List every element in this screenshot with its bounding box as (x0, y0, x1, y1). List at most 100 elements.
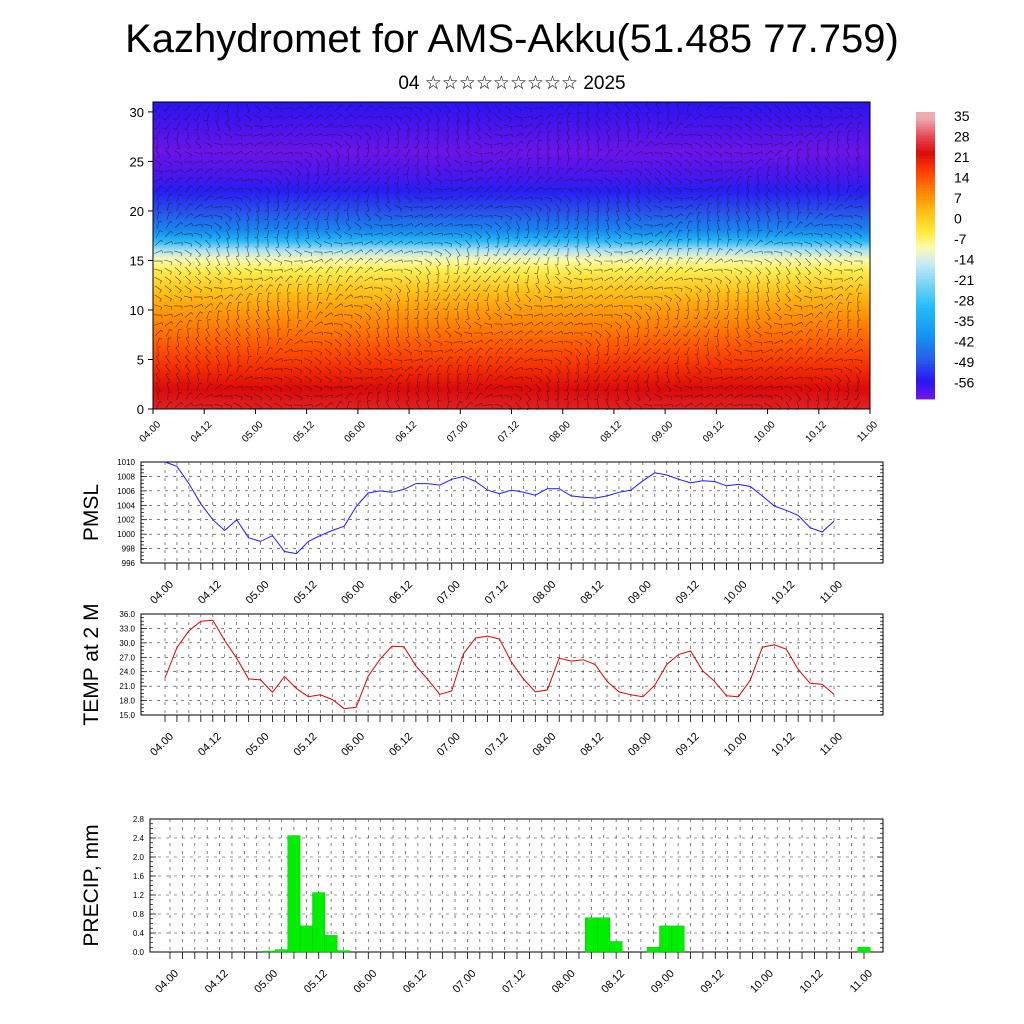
wind-barb (184, 212, 194, 219)
wind-barb (184, 151, 193, 158)
wind-barb (493, 248, 500, 257)
wind-barb (563, 188, 573, 193)
wind-barb (314, 113, 324, 120)
wind-barb (495, 185, 503, 193)
wind-barb (756, 275, 760, 285)
wind-barb (803, 377, 813, 382)
wind-barb (535, 176, 543, 184)
wind-barb (485, 239, 490, 248)
wind-barb (594, 303, 604, 308)
wind-barb (324, 123, 334, 129)
wind-barb (844, 277, 854, 281)
wind-barb (203, 215, 213, 219)
wind-barb (173, 305, 183, 310)
wind-barb (576, 139, 580, 148)
wind-barb (174, 221, 184, 229)
wind-barb (244, 229, 249, 239)
wind-barb (714, 402, 724, 408)
wind-barb (724, 320, 729, 329)
wind-barb (295, 167, 301, 177)
wind-barb (734, 142, 743, 149)
pmsl-xtick-label: 10.12 (769, 579, 797, 607)
wind-barb (834, 347, 844, 355)
wind-barb (386, 194, 390, 204)
wind-barb (615, 102, 621, 112)
wind-barb (794, 376, 803, 381)
wind-barb (214, 276, 222, 284)
wind-barb (574, 230, 580, 239)
wind-barb (703, 320, 711, 329)
pmsl-xtick-label: 04.12 (196, 579, 224, 607)
wind-barb (163, 131, 170, 140)
wind-barb (464, 194, 474, 201)
wind-barb (425, 121, 429, 131)
wind-barb (174, 258, 182, 266)
wind-barb (836, 193, 843, 202)
colorbar-segment (916, 355, 935, 359)
wind-barb (424, 140, 430, 149)
wind-barb (634, 257, 644, 265)
wind-barb (345, 140, 352, 150)
wind-barb (587, 148, 592, 158)
wind-barb (804, 384, 812, 392)
wind-barb (644, 373, 649, 383)
wind-barb (342, 185, 351, 193)
wind-barb (744, 267, 752, 275)
wind-barb (443, 293, 451, 301)
wind-barb (297, 292, 301, 301)
wind-barb (576, 356, 580, 366)
wind-barb (244, 124, 253, 131)
wind-barb (524, 186, 534, 192)
wind-barb (374, 277, 383, 281)
wind-barb (533, 248, 541, 256)
wind-barb (716, 220, 720, 229)
wind-barb (704, 268, 713, 272)
wind-barb (444, 249, 452, 258)
wind-barb (494, 331, 504, 335)
wind-barb (324, 386, 333, 391)
wind-barb (305, 230, 310, 239)
wind-barb (457, 382, 462, 392)
wind-barb (673, 395, 683, 400)
wind-barb (703, 377, 713, 382)
wind-barb (464, 177, 474, 182)
wind-barb (557, 130, 561, 140)
pmsl-xtick-label: 08.12 (578, 579, 606, 607)
wind-barb (614, 321, 622, 330)
heatmap-ytick-label: 0 (137, 402, 144, 417)
wind-barb (534, 367, 543, 373)
wind-barb (494, 150, 504, 156)
wind-barb (585, 120, 591, 130)
wind-barb (446, 113, 450, 122)
wind-barb (586, 111, 590, 121)
wind-barb (354, 104, 364, 112)
wind-barb (746, 320, 750, 330)
wind-barb (634, 241, 643, 245)
wind-barb (704, 402, 714, 408)
wind-barb (285, 176, 291, 186)
wind-barb (615, 221, 621, 231)
wind-barb (853, 392, 860, 401)
colorbar-segment (916, 232, 935, 236)
wind-barb (834, 391, 839, 401)
wind-barb (564, 312, 574, 318)
wind-barb (364, 194, 369, 203)
colorbar-segment (916, 276, 935, 280)
wind-barb (665, 310, 669, 320)
wind-barb (293, 212, 301, 220)
wind-barb (576, 129, 580, 139)
wind-barb (806, 139, 813, 148)
wind-barb (204, 345, 211, 355)
wind-barb (196, 373, 201, 382)
wind-barb (384, 367, 393, 372)
wind-barb (214, 214, 223, 220)
wind-barb (172, 104, 181, 112)
precip-ytick-label: 2.8 (133, 815, 145, 824)
wind-barb (604, 260, 613, 264)
heatmap-xtick-label: 07.12 (496, 419, 522, 445)
wind-barb (704, 115, 714, 119)
wind-barb (476, 364, 483, 373)
wind-barb (454, 178, 463, 183)
wind-barb (684, 204, 694, 210)
wind-barb (814, 115, 823, 121)
